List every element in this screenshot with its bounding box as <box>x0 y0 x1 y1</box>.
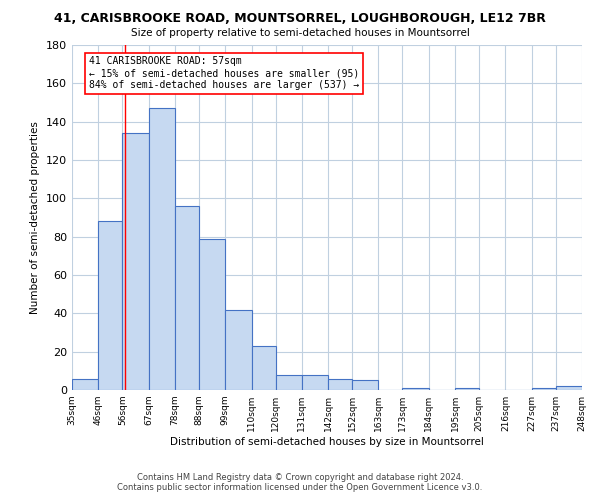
Text: Size of property relative to semi-detached houses in Mountsorrel: Size of property relative to semi-detach… <box>131 28 469 38</box>
Bar <box>122 133 149 390</box>
Bar <box>403 388 429 390</box>
Bar <box>175 206 199 390</box>
Text: 41, CARISBROOKE ROAD, MOUNTSORREL, LOUGHBOROUGH, LE12 7BR: 41, CARISBROOKE ROAD, MOUNTSORREL, LOUGH… <box>54 12 546 26</box>
X-axis label: Distribution of semi-detached houses by size in Mountsorrel: Distribution of semi-detached houses by … <box>170 437 484 447</box>
Bar <box>302 374 328 390</box>
Bar <box>275 374 302 390</box>
Bar <box>98 222 122 390</box>
Text: 41 CARISBROOKE ROAD: 57sqm
← 15% of semi-detached houses are smaller (95)
84% of: 41 CARISBROOKE ROAD: 57sqm ← 15% of semi… <box>89 56 359 90</box>
Bar <box>225 310 251 390</box>
Bar <box>352 380 379 390</box>
Text: Contains HM Land Registry data © Crown copyright and database right 2024.
Contai: Contains HM Land Registry data © Crown c… <box>118 473 482 492</box>
Bar <box>199 238 225 390</box>
Bar <box>328 378 352 390</box>
Bar <box>532 388 556 390</box>
Bar <box>251 346 275 390</box>
Bar <box>72 378 98 390</box>
Bar <box>149 108 175 390</box>
Bar <box>556 386 582 390</box>
Y-axis label: Number of semi-detached properties: Number of semi-detached properties <box>31 121 40 314</box>
Bar <box>455 388 479 390</box>
